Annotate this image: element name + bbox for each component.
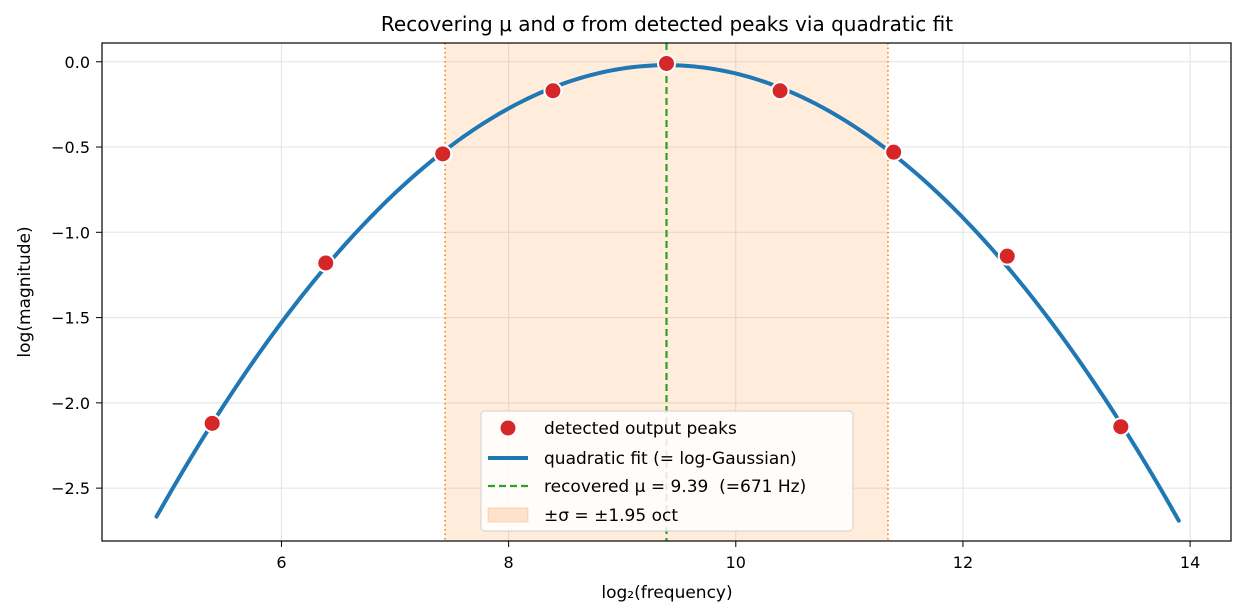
legend-label-mu: recovered μ = 9.39 (=671 Hz)	[544, 477, 806, 497]
legend-label-fit: quadratic fit (= log-Gaussian)	[544, 449, 797, 469]
legend-label-peaks: detected output peaks	[544, 419, 737, 439]
x-tick-label: 6	[276, 553, 286, 572]
ticks: 6 8 10 12 14 0.0 −0.5 −1.0 −1.5 −2.0 −2.5	[51, 53, 1200, 572]
peak-point	[316, 253, 336, 273]
chart-title: Recovering μ and σ from detected peaks v…	[381, 12, 953, 36]
peak-point	[202, 413, 222, 433]
peak-point	[884, 142, 904, 162]
y-tick-label: −0.5	[51, 138, 90, 157]
y-tick-label: −2.0	[51, 394, 90, 413]
peak-point	[433, 144, 453, 164]
legend-box	[480, 410, 854, 532]
peak-point	[657, 53, 676, 73]
x-tick-label: 14	[1180, 553, 1200, 572]
y-tick-label: 0.0	[65, 53, 90, 72]
x-axis-label: log₂(frequency)	[601, 583, 732, 603]
peak-point	[770, 81, 790, 101]
x-tick-label: 12	[953, 553, 973, 572]
y-axis-label: log(magnitude)	[15, 226, 35, 357]
axes	[101, 42, 1232, 542]
peak-points	[202, 53, 1131, 437]
legend-label-sigma: ±σ = ±1.95 oct	[544, 506, 678, 526]
legend: detected output peaks quadratic fit (= lo…	[480, 410, 854, 532]
x-tick-label: 8	[504, 553, 514, 572]
x-tick-label: 10	[726, 553, 746, 572]
plot-frame	[101, 42, 1232, 542]
peak-point	[997, 246, 1017, 266]
peak-point	[1111, 417, 1131, 437]
y-tick-label: −1.5	[51, 309, 90, 328]
peak-point	[543, 81, 563, 101]
y-tick-label: −1.0	[51, 223, 90, 242]
legend-peak-marker	[498, 418, 518, 438]
legend-sigma-swatch	[487, 507, 529, 523]
y-tick-label: −2.5	[51, 479, 90, 498]
